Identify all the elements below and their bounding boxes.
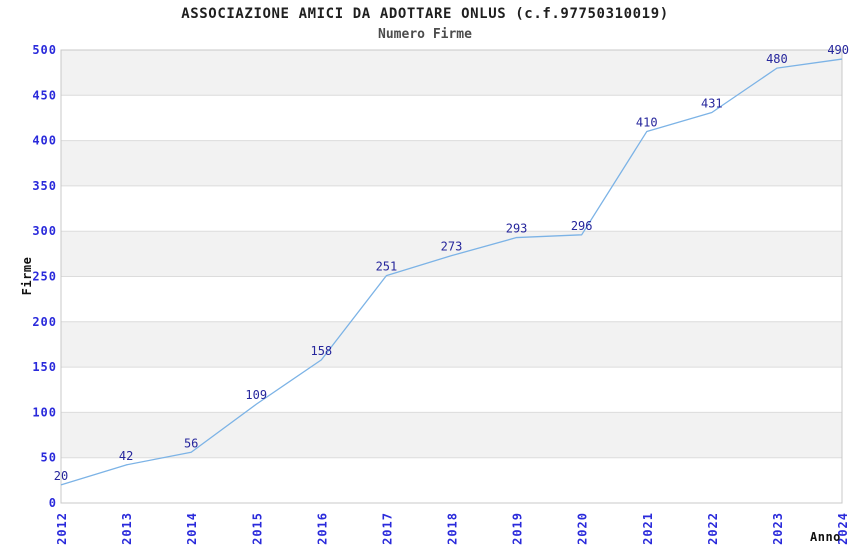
data-line — [60, 58, 843, 486]
plot-band — [61, 185, 842, 232]
data-point-label: 293 — [506, 222, 528, 236]
data-point-label: 490 — [827, 43, 849, 57]
x-axis-tick-label: 2022 — [706, 512, 720, 545]
data-point-label: 410 — [636, 116, 658, 130]
plot-border — [60, 49, 843, 504]
x-axis-tick-label: 2016 — [315, 512, 329, 545]
plot-band — [61, 367, 842, 413]
y-axis-tick-label: 450 — [32, 88, 57, 102]
x-axis-tick-label: 2018 — [446, 512, 460, 545]
x-axis-tick-label: 2024 — [836, 512, 850, 545]
x-axis-tick-label: 2013 — [120, 512, 134, 545]
plot-band — [61, 95, 842, 141]
x-axis-tick-label: 2014 — [185, 512, 199, 545]
plot-band — [61, 276, 842, 322]
data-point-label: 109 — [245, 388, 267, 402]
x-axis-tick-label: 2019 — [511, 512, 525, 545]
plot-band — [61, 321, 842, 368]
data-point-label: 158 — [310, 344, 332, 358]
x-axis-tick-label: 2021 — [641, 512, 655, 545]
chart-title: ASSOCIAZIONE AMICI DA ADOTTARE ONLUS (c.… — [181, 6, 669, 22]
y-axis-tick-label: 200 — [32, 315, 57, 329]
y-axis-title: Firme — [20, 256, 34, 296]
data-point-label: 480 — [766, 52, 788, 66]
plot-band — [61, 457, 842, 503]
y-axis-tick-label: 300 — [32, 224, 57, 238]
data-point-label: 42 — [119, 449, 133, 463]
data-point-label: 431 — [701, 97, 723, 111]
x-axis-tick-label: 2012 — [55, 512, 69, 545]
y-axis-tick-label: 250 — [32, 270, 57, 284]
x-axis-tick-label: 2017 — [380, 512, 394, 545]
x-axis-tick-label: 2015 — [250, 512, 264, 545]
y-axis-tick-label: 150 — [32, 360, 57, 374]
plot-band — [61, 231, 842, 277]
chart-subtitle: Numero Firme — [378, 27, 472, 42]
y-axis-tick-label: 400 — [32, 134, 57, 148]
y-axis-tick-label: 500 — [32, 43, 57, 57]
plot-band — [61, 140, 842, 186]
data-point-label: 273 — [441, 240, 463, 254]
y-axis-tick-label: 0 — [49, 496, 57, 510]
data-point-label: 296 — [571, 219, 593, 233]
y-axis-tick-label: 50 — [41, 451, 57, 465]
y-axis-tick-label: 100 — [32, 405, 57, 419]
plot-band — [61, 412, 842, 458]
x-axis-tick-label: 2023 — [771, 512, 785, 545]
y-axis-tick-label: 350 — [32, 179, 57, 193]
x-axis-tick-label: 2020 — [576, 512, 590, 545]
plot-band — [61, 50, 842, 96]
data-point-label: 20 — [54, 469, 68, 483]
x-axis-title: Anno — [810, 530, 841, 544]
data-point-label: 251 — [376, 260, 398, 274]
data-point-label: 56 — [184, 436, 198, 450]
